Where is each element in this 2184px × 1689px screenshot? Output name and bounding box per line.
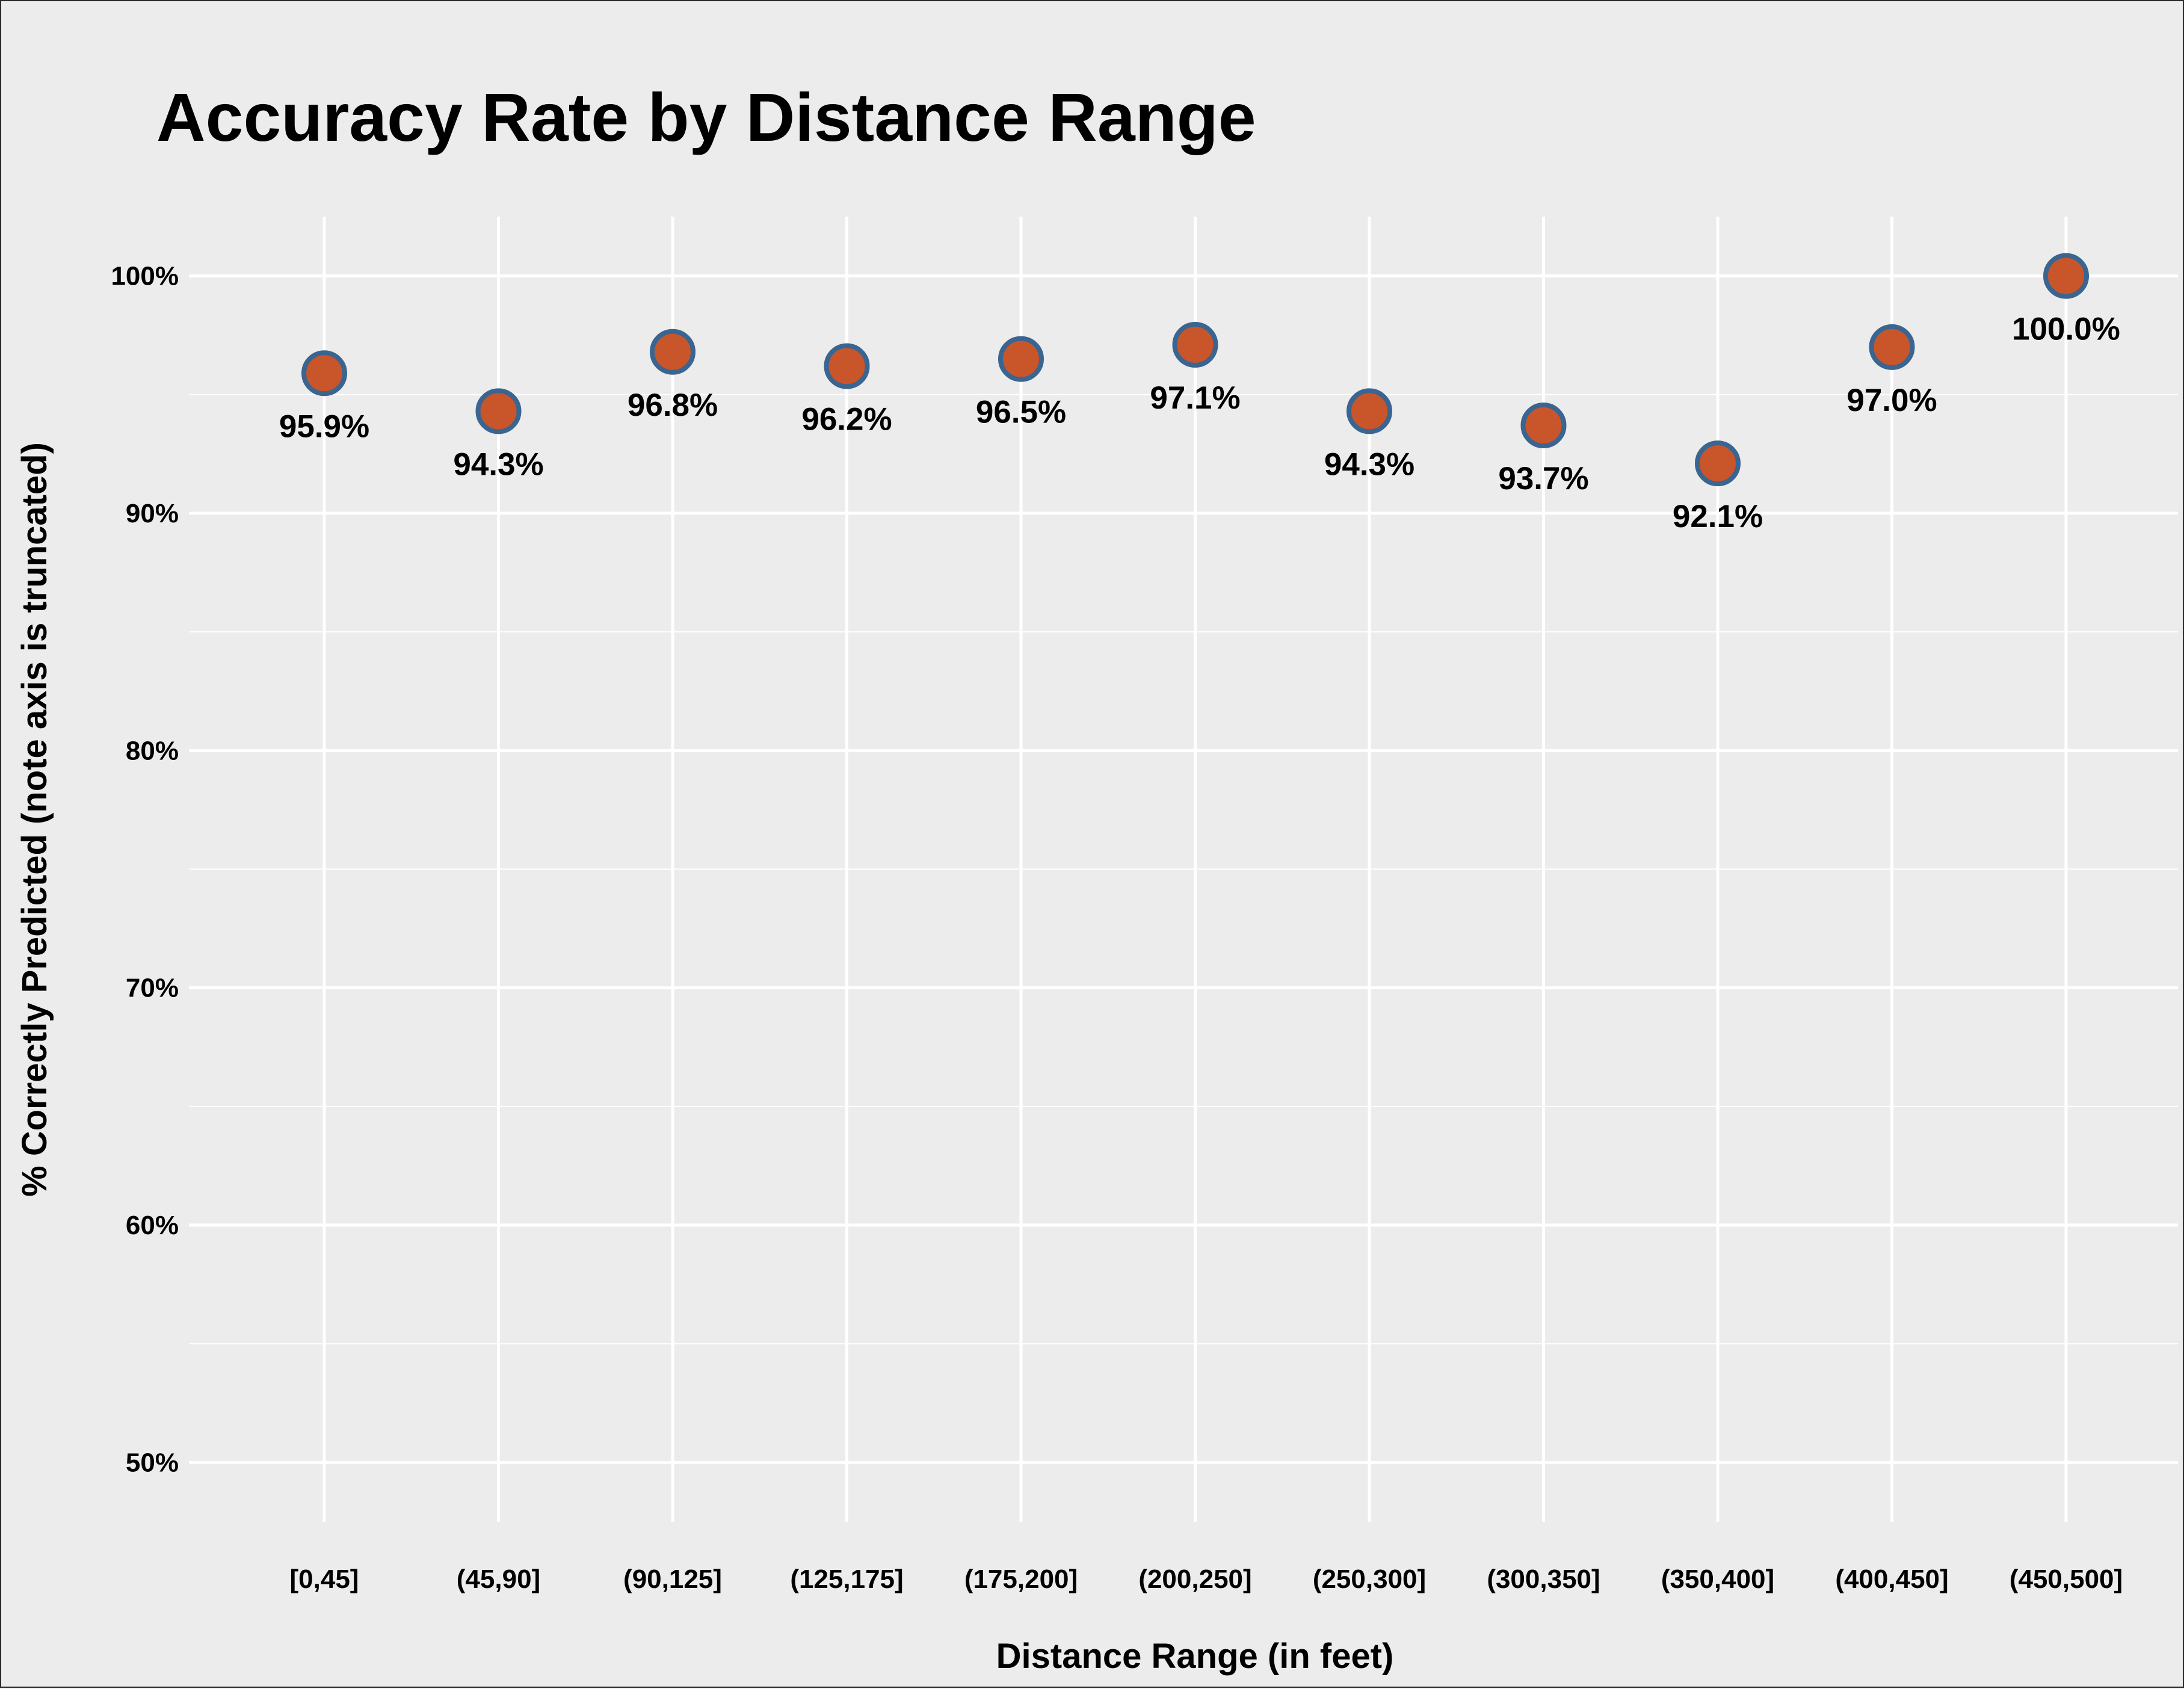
- y-tick-label: 90%: [126, 499, 179, 528]
- data-labels: 95.9% 94.3% 96.8% 96.2% 96.5% 97.1% 94.3% 93.7%…: [279, 312, 2120, 535]
- data-point: [1520, 403, 1567, 449]
- data-point: [1346, 388, 1392, 434]
- data-point: [998, 336, 1044, 382]
- x-tick-label: (45,90]: [457, 1564, 540, 1594]
- y-tick-label: 50%: [126, 1448, 179, 1477]
- data-point: [1695, 440, 1741, 487]
- y-axis-title: % Correctly Predicted (note axis is trun…: [15, 442, 54, 1197]
- data-point: [2043, 253, 2089, 299]
- x-tick-label: [0,45]: [290, 1564, 359, 1594]
- data-label: 97.1%: [1150, 380, 1240, 416]
- x-axis-title: Distance Range (in feet): [996, 1637, 1394, 1676]
- minor-gridlines: [189, 394, 2178, 1345]
- data-label: 94.3%: [453, 446, 543, 482]
- chart-title: Accuracy Rate by Distance Range: [156, 79, 1256, 155]
- y-tick-label: 100%: [111, 262, 179, 291]
- data-point: [475, 388, 522, 434]
- y-tick-label: 80%: [126, 736, 179, 765]
- x-tick-label: (90,125]: [623, 1564, 722, 1594]
- data-label: 96.2%: [801, 401, 892, 437]
- data-label: 92.1%: [1673, 499, 1763, 534]
- x-tick-label: (125,175]: [790, 1564, 903, 1594]
- y-tick-label: 60%: [126, 1211, 179, 1240]
- data-point: [1869, 324, 1915, 370]
- x-tick-label: (200,250]: [1138, 1564, 1251, 1594]
- x-tick-label: (250,300]: [1313, 1564, 1426, 1594]
- x-axis-tick-labels: [0,45] (45,90] (90,125] (125,175] (175,200] (…: [290, 1564, 2123, 1594]
- data-points: [301, 253, 2089, 487]
- x-tick-label: (400,450]: [1835, 1564, 1948, 1594]
- data-label: 93.7%: [1498, 461, 1588, 496]
- data-label: 97.0%: [1846, 383, 1937, 418]
- x-tick-label: (350,400]: [1661, 1564, 1774, 1594]
- x-tick-label: (175,200]: [964, 1564, 1078, 1594]
- data-point: [650, 329, 696, 375]
- data-label: 96.5%: [976, 395, 1066, 430]
- x-tick-label: (450,500]: [2010, 1564, 2123, 1594]
- data-label: 95.9%: [279, 409, 369, 444]
- data-point: [824, 343, 870, 389]
- data-label: 100.0%: [2012, 312, 2120, 347]
- data-label: 94.3%: [1324, 446, 1414, 482]
- major-gridlines: [189, 217, 2178, 1522]
- data-point: [1172, 321, 1218, 368]
- data-point: [301, 350, 347, 397]
- y-axis-tick-labels: 50% 60% 70% 80% 90% 100%: [111, 262, 179, 1478]
- y-tick-label: 70%: [126, 974, 179, 1003]
- x-tick-label: (300,350]: [1487, 1564, 1600, 1594]
- data-label: 96.8%: [628, 388, 718, 423]
